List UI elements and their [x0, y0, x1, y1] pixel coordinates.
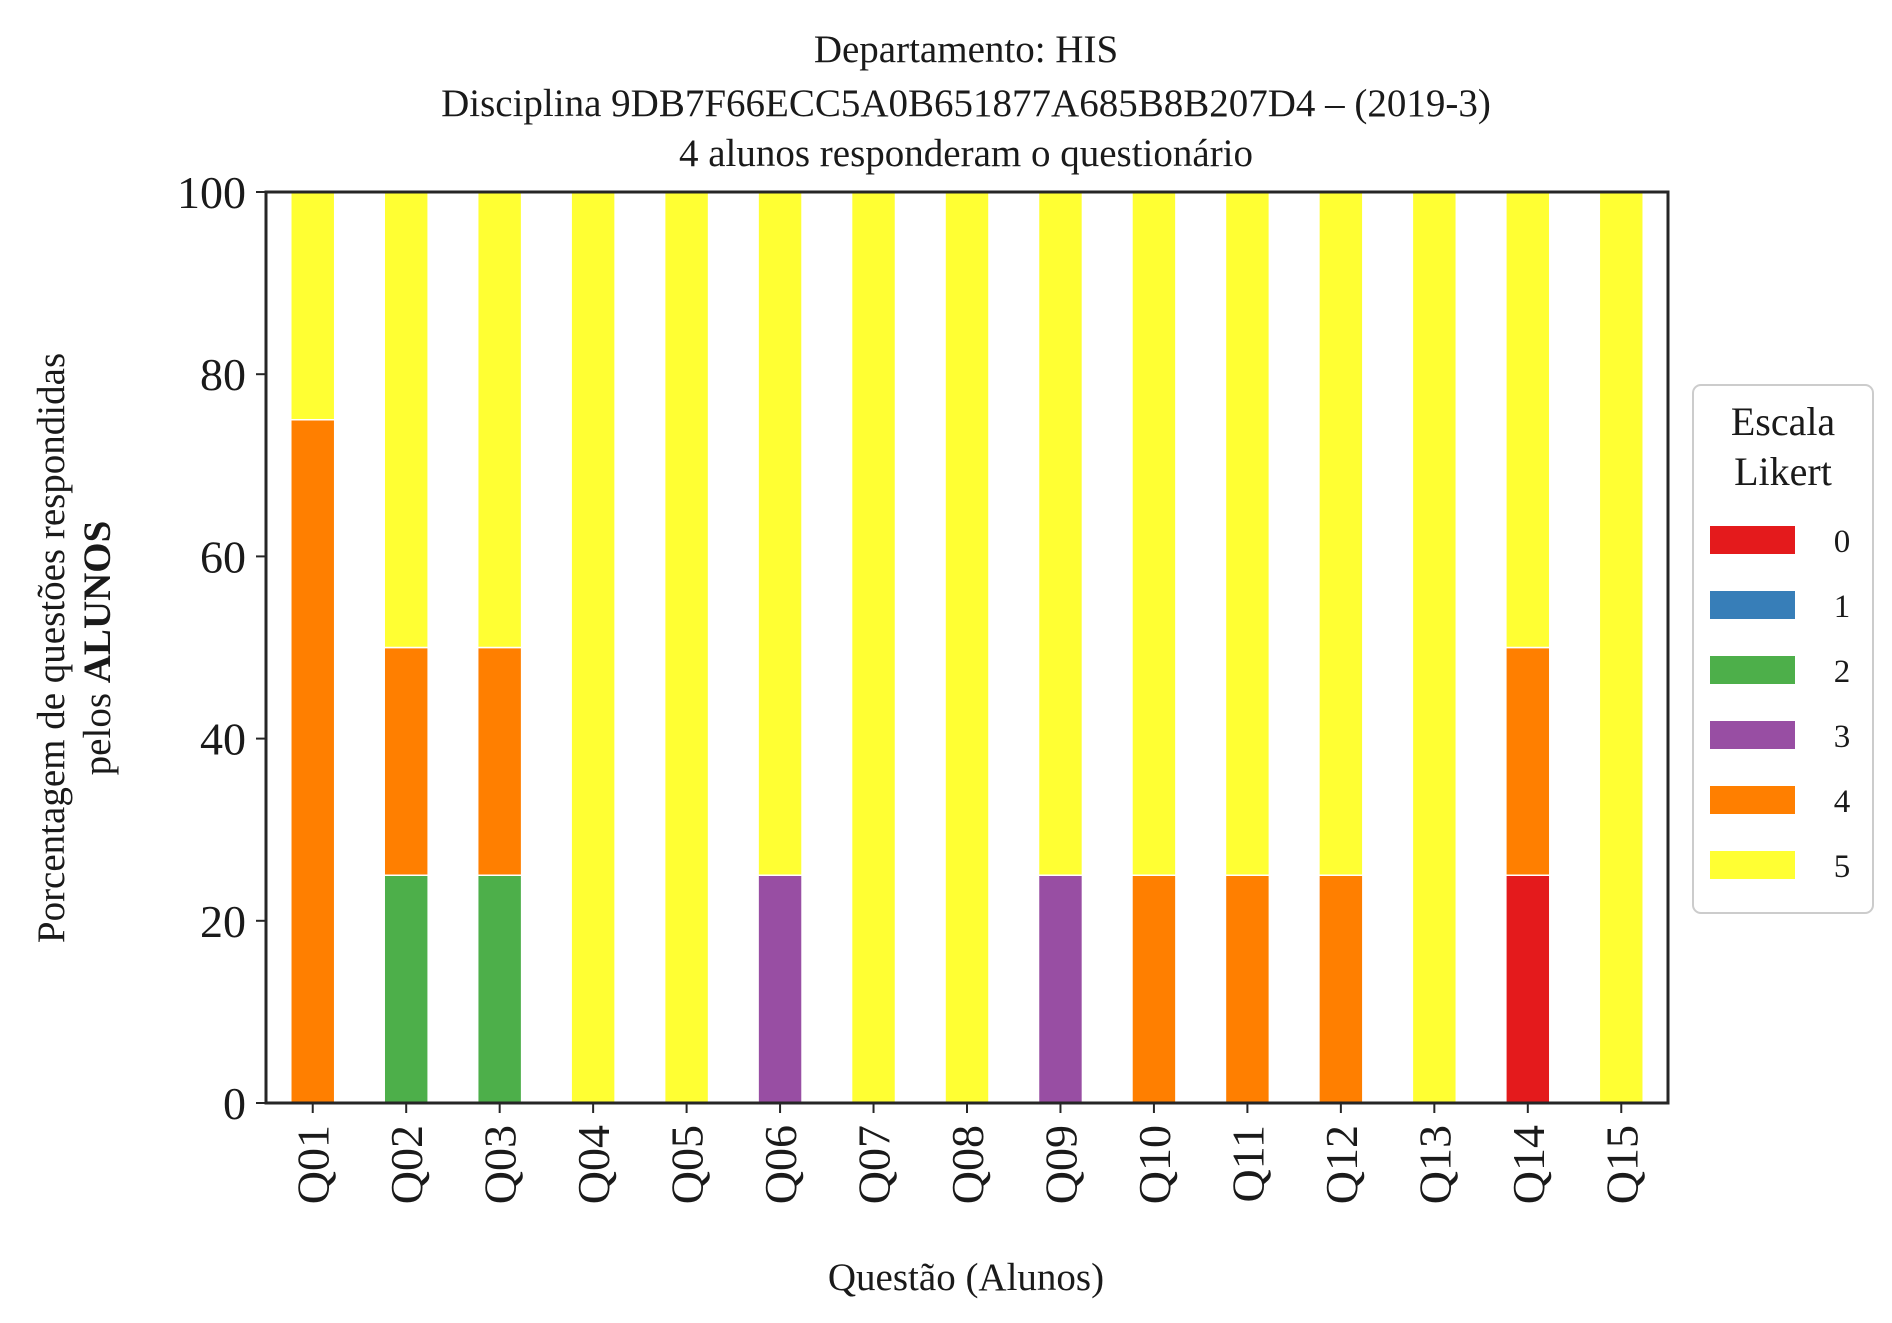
bar-segment-q13-likert-5 [1411, 191, 1458, 1104]
legend-title-line-1: Escala [1731, 399, 1836, 444]
y-axis-label-prefix: pelos [76, 683, 119, 775]
bar-segment-q06-likert-5 [757, 191, 803, 876]
y-axis-label-line-1: Porcentagem de questões respondidas [30, 353, 73, 943]
legend-swatch-1 [1710, 591, 1795, 619]
y-tick-label: 100 [177, 167, 246, 218]
bar-segment-q11-likert-5 [1224, 191, 1271, 876]
y-tick-label: 60 [200, 531, 246, 582]
x-tick-label: Q14 [1503, 1125, 1554, 1204]
bar-segment-q10-likert-4 [1131, 874, 1177, 1104]
legend-label-5: 5 [1834, 849, 1851, 885]
bar-segment-q03-likert-5 [476, 191, 523, 649]
y-axis-label: Porcentagem de questões respondidas pelo… [30, 353, 119, 943]
bar-segment-q03-likert-2 [476, 874, 523, 1104]
y-tick-label: 20 [200, 896, 246, 947]
bar-segment-q14-likert-0 [1505, 874, 1551, 1104]
x-tick-label: Q09 [1035, 1125, 1086, 1204]
bar-segment-q12-likert-4 [1318, 874, 1364, 1104]
bar-segment-q02-likert-5 [383, 191, 429, 649]
x-tick-label: Q15 [1596, 1125, 1647, 1204]
plot-frame [264, 190, 1670, 1105]
bar-segment-q09-likert-3 [1037, 874, 1084, 1104]
bar-segment-q14-likert-4 [1505, 646, 1551, 876]
bar-segment-q01-likert-5 [290, 191, 336, 421]
chart-title-line-2: Disciplina 9DB7F66ECC5A0B651877A685B8B20… [441, 82, 1491, 125]
x-axis-label: Questão (Alunos) [828, 1256, 1104, 1299]
bar-segment-q07-likert-5 [850, 191, 897, 1104]
bar-segment-q04-likert-5 [570, 191, 616, 1104]
y-tick-label: 40 [200, 714, 246, 765]
chart-title-line-1: Departamento: HIS [814, 28, 1118, 71]
bar-segment-q01-likert-4 [290, 419, 336, 1104]
legend-swatch-3 [1710, 721, 1795, 749]
x-tick-label: Q02 [381, 1125, 432, 1204]
x-tick-label: Q08 [942, 1125, 993, 1204]
y-axis-label-line-2: pelos ALUNOS [76, 521, 119, 776]
x-tick-label: Q03 [475, 1125, 526, 1204]
y-tick-label: 80 [200, 349, 246, 400]
legend-label-3: 3 [1834, 719, 1851, 755]
legend: Escala Likert 0 1 2 3 4 5 [1692, 384, 1874, 914]
legend-swatch-5 [1710, 851, 1795, 879]
legend-label-4: 4 [1834, 784, 1851, 820]
x-tick-label: Q10 [1129, 1125, 1180, 1204]
x-tick-label: Q01 [288, 1125, 339, 1204]
bar-segment-q15-likert-5 [1598, 191, 1644, 1104]
bar-segment-q05-likert-5 [663, 191, 710, 1104]
bar-segment-q12-likert-5 [1318, 191, 1364, 876]
x-tick-label: Q11 [1222, 1125, 1273, 1203]
bar-segment-q14-likert-5 [1505, 191, 1551, 649]
legend-swatch-4 [1710, 786, 1795, 814]
bar-segment-q09-likert-5 [1037, 191, 1084, 876]
legend-items: 0 1 2 3 4 5 [1710, 524, 1850, 885]
x-axis-ticks: Q01 Q02 Q03 Q04 Q05 Q06 Q07 Q08 Q09 Q10 Q11 Q12 Q13 Q… [288, 1103, 1647, 1204]
x-tick-label: Q05 [662, 1125, 713, 1204]
legend-label-2: 2 [1834, 654, 1851, 690]
x-tick-label: Q12 [1316, 1125, 1367, 1204]
legend-frame [1692, 384, 1874, 914]
y-axis-ticks: 0 20 40 60 80 100 [177, 167, 266, 1129]
legend-title-line-2: Likert [1734, 449, 1832, 494]
y-tick-label: 0 [223, 1078, 246, 1129]
x-tick-label: Q07 [849, 1125, 900, 1204]
y-axis-label-bold: ALUNOS [76, 521, 119, 684]
legend-swatch-0 [1710, 526, 1795, 554]
bar-segment-q03-likert-4 [476, 646, 523, 876]
bar-segment-q10-likert-5 [1131, 191, 1177, 876]
bar-segment-q02-likert-2 [383, 874, 429, 1104]
legend-swatch-2 [1710, 656, 1795, 684]
bar-segment-q02-likert-4 [383, 646, 429, 876]
x-tick-label: Q06 [755, 1125, 806, 1204]
x-tick-label: Q04 [568, 1125, 619, 1204]
bar-segment-q11-likert-4 [1224, 874, 1271, 1104]
legend-label-0: 0 [1834, 524, 1851, 560]
bar-series-group [290, 191, 1644, 1104]
bar-segment-q06-likert-3 [757, 874, 803, 1104]
legend-label-1: 1 [1834, 589, 1851, 625]
chart-title-line-3: 4 alunos responderam o questionário [679, 132, 1253, 175]
chart-title: Departamento: HIS Disciplina 9DB7F66ECC5… [441, 28, 1491, 175]
bar-segment-q08-likert-5 [944, 191, 990, 1104]
x-tick-label: Q13 [1409, 1125, 1460, 1204]
